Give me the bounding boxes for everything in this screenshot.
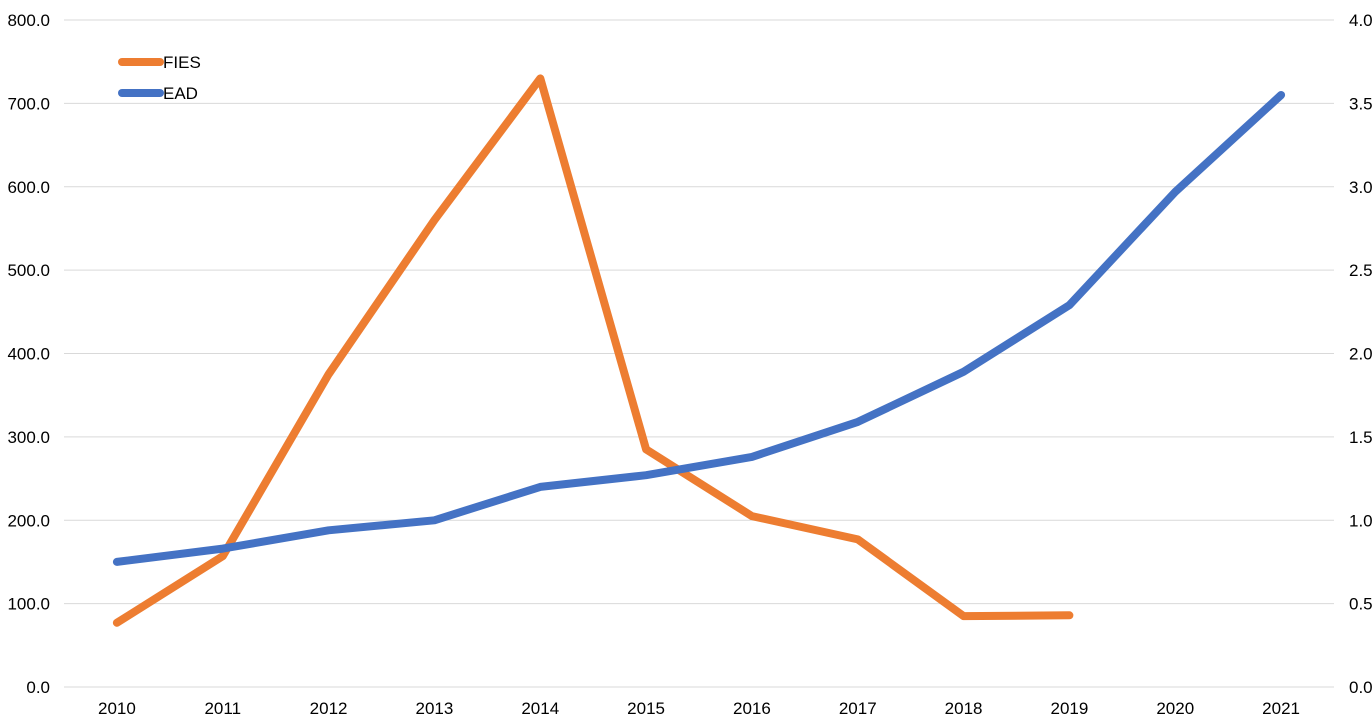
x-axis: 2010 2011 2012 2013 2014 2015 2016 2017 2018 2019… [98, 699, 1300, 718]
data-point-fies [1068, 614, 1070, 616]
data-point-ead [1280, 94, 1282, 96]
left-tick-label: 0.0 [26, 678, 50, 697]
legend-item-ead: EAD [118, 84, 198, 103]
data-point-ead [645, 474, 647, 476]
right-tick-label: 3.0 [1349, 178, 1372, 197]
data-point-ead [539, 486, 541, 488]
data-point-ead [751, 456, 753, 458]
left-tick-label: 300.0 [7, 428, 50, 447]
left-tick-label: 400.0 [7, 345, 50, 364]
right-tick-label: 4.0 [1349, 11, 1372, 30]
data-point-fies [645, 448, 647, 450]
gridlines [64, 19, 1334, 688]
data-point-ead [433, 519, 435, 521]
left-tick-label: 200.0 [7, 511, 50, 530]
legend-label-ead: EAD [163, 84, 198, 103]
data-point-fies [751, 515, 753, 517]
x-tick-label: 2010 [98, 699, 136, 718]
data-point-ead [1174, 191, 1176, 193]
left-tick-label: 800.0 [7, 11, 50, 30]
right-tick-label: 2.5 [1349, 261, 1372, 280]
data-point-fies [857, 538, 859, 540]
legend: FIES EAD [118, 53, 201, 103]
data-point-ead [328, 529, 330, 531]
data-point-fies [222, 555, 224, 557]
right-y-axis: 0.0 0.5 1.0 1.5 2.0 2.5 3.0 3.5 4.0 [1349, 11, 1372, 697]
x-tick-label: 2021 [1262, 699, 1300, 718]
data-point-ead [116, 561, 118, 563]
x-tick-label: 2020 [1156, 699, 1194, 718]
series-lines [112, 74, 1286, 627]
x-tick-label: 2014 [521, 699, 559, 718]
series-line-ead [112, 91, 1286, 566]
data-point-fies [539, 77, 541, 79]
right-tick-label: 2.0 [1349, 345, 1372, 364]
x-tick-label: 2013 [416, 699, 454, 718]
data-point-fies [433, 219, 435, 221]
data-point-ead [857, 421, 859, 423]
data-point-fies [116, 622, 118, 624]
data-point-ead [1068, 304, 1070, 306]
legend-label-fies: FIES [163, 53, 201, 72]
right-tick-label: 0.5 [1349, 595, 1372, 614]
series-line-fies [112, 74, 1074, 627]
right-tick-label: 0.0 [1349, 678, 1372, 697]
right-tick-label: 3.5 [1349, 94, 1372, 113]
x-tick-label: 2016 [733, 699, 771, 718]
x-tick-label: 2012 [310, 699, 348, 718]
data-point-fies [963, 615, 965, 617]
data-point-ead [222, 548, 224, 550]
left-y-axis: 0.0 100.0 200.0 300.0 400.0 500.0 600.0 700.0 80… [7, 11, 50, 697]
left-tick-label: 100.0 [7, 595, 50, 614]
x-tick-label: 2011 [204, 699, 241, 718]
left-tick-label: 500.0 [7, 261, 50, 280]
data-point-ead [963, 371, 965, 373]
x-tick-label: 2015 [627, 699, 665, 718]
right-tick-label: 1.0 [1349, 511, 1372, 530]
x-tick-label: 2018 [945, 699, 983, 718]
legend-item-fies: FIES [118, 53, 201, 72]
left-tick-label: 700.0 [7, 94, 50, 113]
right-tick-label: 1.5 [1349, 428, 1372, 447]
data-point-fies [328, 373, 330, 375]
left-tick-label: 600.0 [7, 178, 50, 197]
x-tick-label: 2017 [839, 699, 877, 718]
x-tick-label: 2019 [1051, 699, 1089, 718]
